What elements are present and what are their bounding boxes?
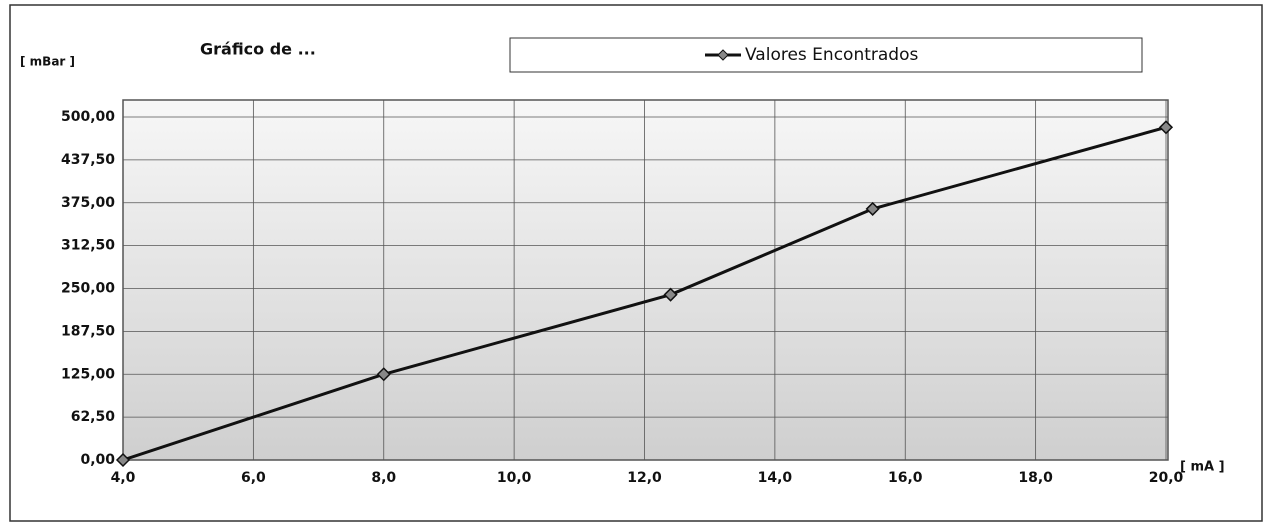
x-tick-label: 6,0: [241, 470, 266, 486]
y-tick-label: 187,50: [61, 323, 115, 339]
y-axis-label: [ mBar ]: [20, 55, 75, 69]
x-tick-label: 14,0: [758, 470, 793, 486]
y-tick-label: 125,00: [61, 366, 115, 382]
data-point: [115, 452, 131, 468]
legend-marker: [717, 49, 729, 61]
y-tick-label: 250,00: [61, 281, 115, 297]
x-tick-label: 16,0: [888, 470, 923, 486]
data-point: [376, 367, 391, 382]
x-tick-label: 20,0: [1149, 470, 1184, 486]
data-point: [1158, 120, 1174, 135]
y-tick-label: 312,50: [61, 238, 115, 254]
y-tick-label: 0,00: [80, 452, 115, 468]
y-tick-label: 375,00: [61, 195, 115, 211]
data-point: [865, 201, 880, 216]
x-tick-label: 8,0: [371, 470, 396, 486]
data-point: [663, 287, 678, 302]
y-tick-label: 437,50: [61, 152, 115, 168]
x-tick-label: 18,0: [1018, 470, 1053, 486]
y-tick-label: 62,50: [71, 409, 116, 425]
x-tick-label: 10,0: [497, 470, 532, 486]
x-tick-label: 4,0: [111, 470, 136, 486]
y-tick-label: 500,00: [61, 109, 115, 125]
legend-label: Valores Encontrados: [745, 45, 918, 65]
legend-box: [509, 37, 1143, 73]
x-tick-label: 12,0: [627, 470, 662, 486]
x-axis-label: [ mA ]: [1180, 460, 1225, 475]
chart-title: Gráfico de ...: [200, 40, 316, 59]
plot-area: [122, 99, 1169, 461]
